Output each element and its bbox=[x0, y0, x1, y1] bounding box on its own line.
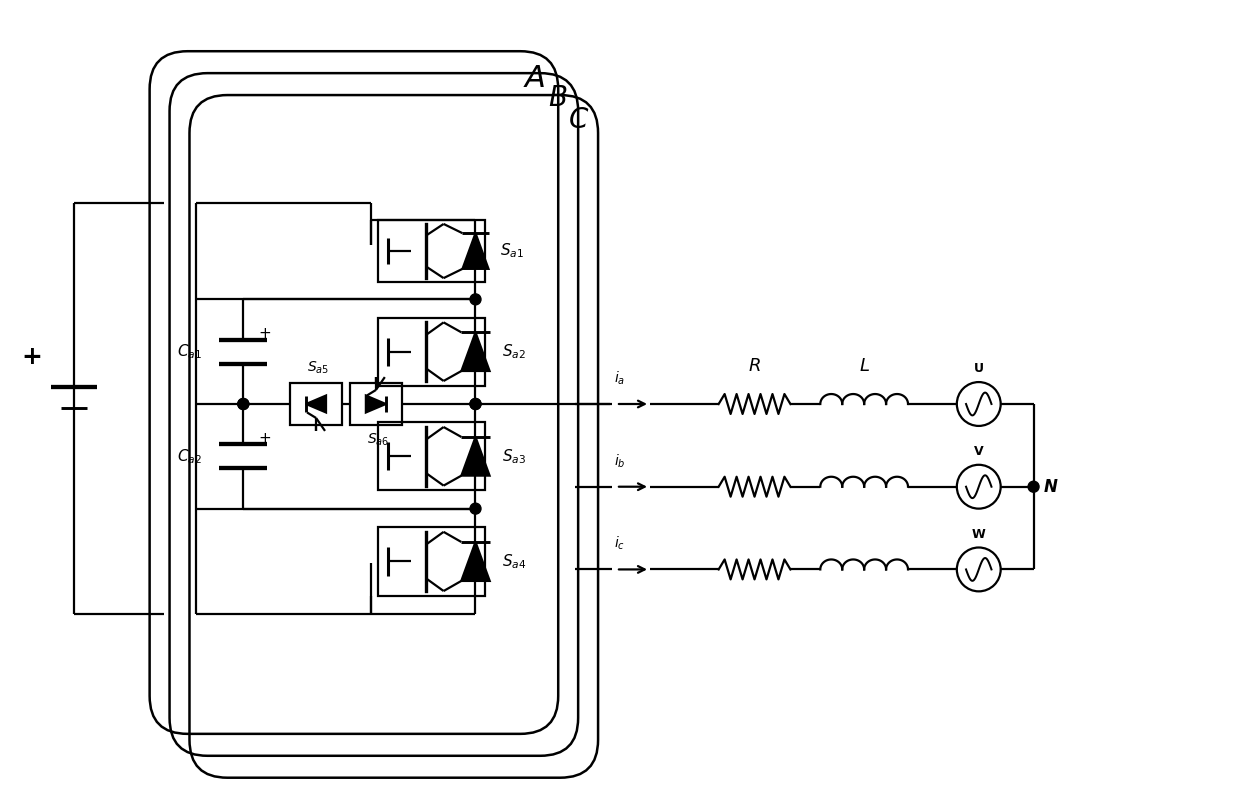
Text: $S_{a2}$: $S_{a2}$ bbox=[502, 342, 525, 361]
Text: N: N bbox=[1043, 478, 1057, 495]
Circle shape bbox=[470, 399, 481, 409]
Text: $S_{a6}$: $S_{a6}$ bbox=[367, 432, 389, 449]
Polygon shape bbox=[461, 332, 489, 371]
Text: +: + bbox=[258, 431, 271, 446]
Polygon shape bbox=[461, 542, 489, 581]
Circle shape bbox=[470, 294, 481, 305]
Circle shape bbox=[1028, 481, 1040, 492]
Bar bbox=[378, 527, 486, 596]
Polygon shape bbox=[461, 437, 489, 475]
Text: R: R bbox=[748, 358, 761, 375]
Text: $i_a$: $i_a$ bbox=[615, 370, 626, 387]
Text: $i_b$: $i_b$ bbox=[615, 453, 626, 470]
Polygon shape bbox=[462, 233, 488, 269]
Text: V: V bbox=[974, 445, 984, 458]
Bar bbox=[349, 383, 401, 425]
Circle shape bbox=[470, 399, 481, 409]
Text: $S_{a3}$: $S_{a3}$ bbox=[502, 447, 525, 466]
Text: $S_{a1}$: $S_{a1}$ bbox=[501, 241, 524, 261]
Polygon shape bbox=[306, 395, 326, 412]
Text: C: C bbox=[569, 106, 587, 134]
Text: B: B bbox=[549, 84, 567, 112]
Text: A: A bbox=[525, 64, 545, 93]
Circle shape bbox=[238, 399, 249, 409]
Polygon shape bbox=[366, 395, 385, 412]
Text: $C_{a2}$: $C_{a2}$ bbox=[177, 447, 202, 466]
Text: $S_{a4}$: $S_{a4}$ bbox=[502, 552, 527, 571]
Bar bbox=[290, 383, 342, 425]
Bar bbox=[378, 422, 486, 490]
Text: U: U bbox=[974, 362, 984, 375]
Text: $i_c$: $i_c$ bbox=[615, 535, 626, 553]
Text: W: W bbox=[971, 528, 986, 541]
Text: L: L bbox=[859, 358, 869, 375]
Circle shape bbox=[238, 399, 249, 409]
Bar bbox=[378, 318, 486, 386]
Text: $C_{a1}$: $C_{a1}$ bbox=[176, 342, 202, 361]
Bar bbox=[378, 220, 486, 282]
Text: +: + bbox=[21, 345, 42, 369]
Circle shape bbox=[470, 503, 481, 514]
Text: $S_{a5}$: $S_{a5}$ bbox=[307, 360, 330, 376]
Text: +: + bbox=[258, 326, 271, 341]
